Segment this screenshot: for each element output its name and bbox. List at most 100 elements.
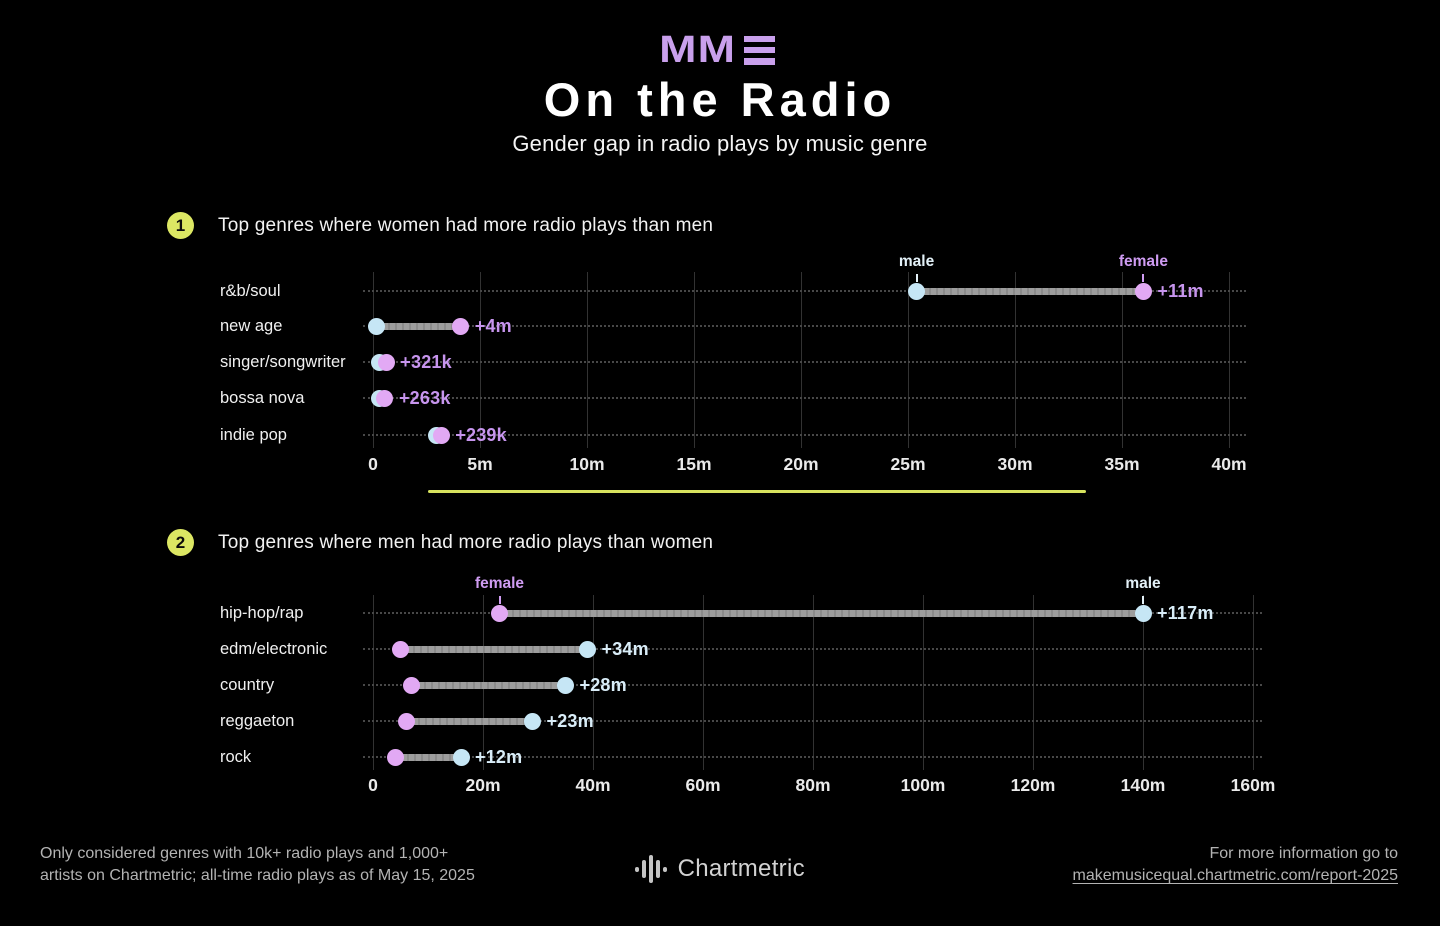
row-gridline xyxy=(363,434,1246,436)
male-dot xyxy=(524,712,541,730)
section-1-badge: 1 xyxy=(167,212,194,239)
logo-mm-text: MM xyxy=(658,29,737,71)
genre-label: new age xyxy=(220,317,283,335)
female-dot xyxy=(432,426,450,444)
mme-logo: MM xyxy=(0,29,1440,71)
dumbbell-connector xyxy=(406,717,533,725)
genre-label: hip-hop/rap xyxy=(220,604,304,622)
female-dot xyxy=(397,712,415,730)
gap-label: +34m xyxy=(601,639,649,659)
axis-tick-label: 40m xyxy=(1211,454,1247,474)
gap-label: +239k xyxy=(455,425,507,445)
gap-label: +4m xyxy=(474,316,512,336)
section-2-heading: Top genres where men had more radio play… xyxy=(218,531,714,553)
genre-label: bossa nova xyxy=(220,389,305,407)
axis-tick-label: 0 xyxy=(368,775,378,795)
axis-tick-label: 120m xyxy=(1010,775,1056,795)
female-dot xyxy=(392,640,409,658)
row-gridline xyxy=(363,325,1246,327)
section-1-heading: Top genres where women had more radio pl… xyxy=(218,214,714,236)
gridline-vertical xyxy=(480,272,481,448)
row-gridline xyxy=(363,612,1262,614)
row-gridline xyxy=(363,684,1262,686)
gridline-vertical xyxy=(483,595,484,770)
more-info: For more information go to makemusicequa… xyxy=(1073,843,1398,887)
methodology-note-line1: Only considered genres with 10k+ radio p… xyxy=(40,845,449,862)
gridline-vertical xyxy=(694,272,695,448)
axis-tick-label: 30m xyxy=(997,454,1033,474)
gap-label: +28m xyxy=(579,675,627,695)
axis-tick-label: 5m xyxy=(467,454,493,474)
row-gridline xyxy=(363,361,1246,363)
male-dot xyxy=(908,282,926,300)
male-dot xyxy=(370,353,388,371)
gap-label: +12m xyxy=(475,747,523,767)
axis-tick-label: 80m xyxy=(795,775,831,795)
gridline-vertical xyxy=(703,595,704,770)
female-dot xyxy=(1134,282,1152,300)
report-link[interactable]: makemusicequal.chartmetric.com/report-20… xyxy=(1072,867,1398,884)
genre-label: rock xyxy=(220,748,252,766)
gridline-vertical xyxy=(923,595,924,770)
gridline-vertical xyxy=(1015,272,1016,448)
gridline-vertical xyxy=(1122,272,1123,448)
dumbbell-connector xyxy=(395,753,461,761)
chartmetric-wordmark: Chartmetric xyxy=(677,855,805,882)
dumbbell-connector xyxy=(499,609,1143,617)
gap-label: +23m xyxy=(546,711,594,731)
genre-label: reggaeton xyxy=(220,712,295,730)
row-gridline xyxy=(363,290,1246,292)
logo-equal-icon xyxy=(744,35,776,65)
axis-tick-label: 140m xyxy=(1120,775,1166,795)
section-1-header: 1 Top genres where women had more radio … xyxy=(167,212,713,239)
series-annotation-female: female xyxy=(474,575,525,592)
axis-tick-label: 20m xyxy=(783,454,819,474)
female-dot xyxy=(377,353,395,371)
genre-label: r&b/soul xyxy=(220,282,281,300)
axis-tick-label: 60m xyxy=(685,775,721,795)
annotation-tick xyxy=(915,274,918,282)
series-annotation-male: male xyxy=(1125,575,1161,592)
gridline-vertical xyxy=(373,272,374,448)
gap-label: +263k xyxy=(398,388,451,408)
chartmetric-logo: Chartmetric xyxy=(0,855,1440,883)
section-divider xyxy=(428,490,1086,493)
gap-label: +117m xyxy=(1157,603,1214,623)
male-dot xyxy=(1134,604,1152,622)
axis-tick-label: 10m xyxy=(569,454,605,474)
annotation-tick xyxy=(1142,596,1144,604)
gridline-vertical xyxy=(1253,595,1254,770)
gap-label: +321k xyxy=(400,352,452,372)
male-dot xyxy=(452,748,470,766)
series-annotation-male: male xyxy=(898,253,935,270)
annotation-tick xyxy=(1142,274,1145,282)
axis-tick-label: 20m xyxy=(465,775,501,795)
page-title: On the Radio xyxy=(543,73,897,126)
axis-tick-label: 15m xyxy=(676,454,712,474)
male-dot xyxy=(367,317,385,335)
gridline-vertical xyxy=(813,595,814,770)
more-info-text: For more information go to xyxy=(1209,845,1398,862)
dumbbell-connector xyxy=(376,322,461,330)
dumbbell-connector xyxy=(379,394,388,402)
row-gridline xyxy=(363,397,1246,399)
dumbbell-connector xyxy=(411,681,566,689)
gridline-vertical xyxy=(1143,595,1144,770)
female-dot xyxy=(452,317,470,335)
female-dot xyxy=(491,604,508,622)
axis-tick-label: 35m xyxy=(1104,454,1140,474)
axis-tick-label: 160m xyxy=(1230,775,1276,795)
genre-label: country xyxy=(220,676,275,694)
annotation-tick xyxy=(498,596,501,604)
axis-tick-label: 40m xyxy=(575,775,611,795)
gap-label: +11m xyxy=(1157,281,1204,301)
female-dot xyxy=(403,676,420,694)
dumbbell-connector xyxy=(400,645,588,653)
genre-label: indie pop xyxy=(220,426,287,444)
male-dot xyxy=(557,676,574,694)
dumbbell-connector xyxy=(436,431,445,439)
section-2-badge: 2 xyxy=(167,529,194,556)
female-dot xyxy=(386,748,404,766)
gridline-vertical xyxy=(373,595,374,770)
